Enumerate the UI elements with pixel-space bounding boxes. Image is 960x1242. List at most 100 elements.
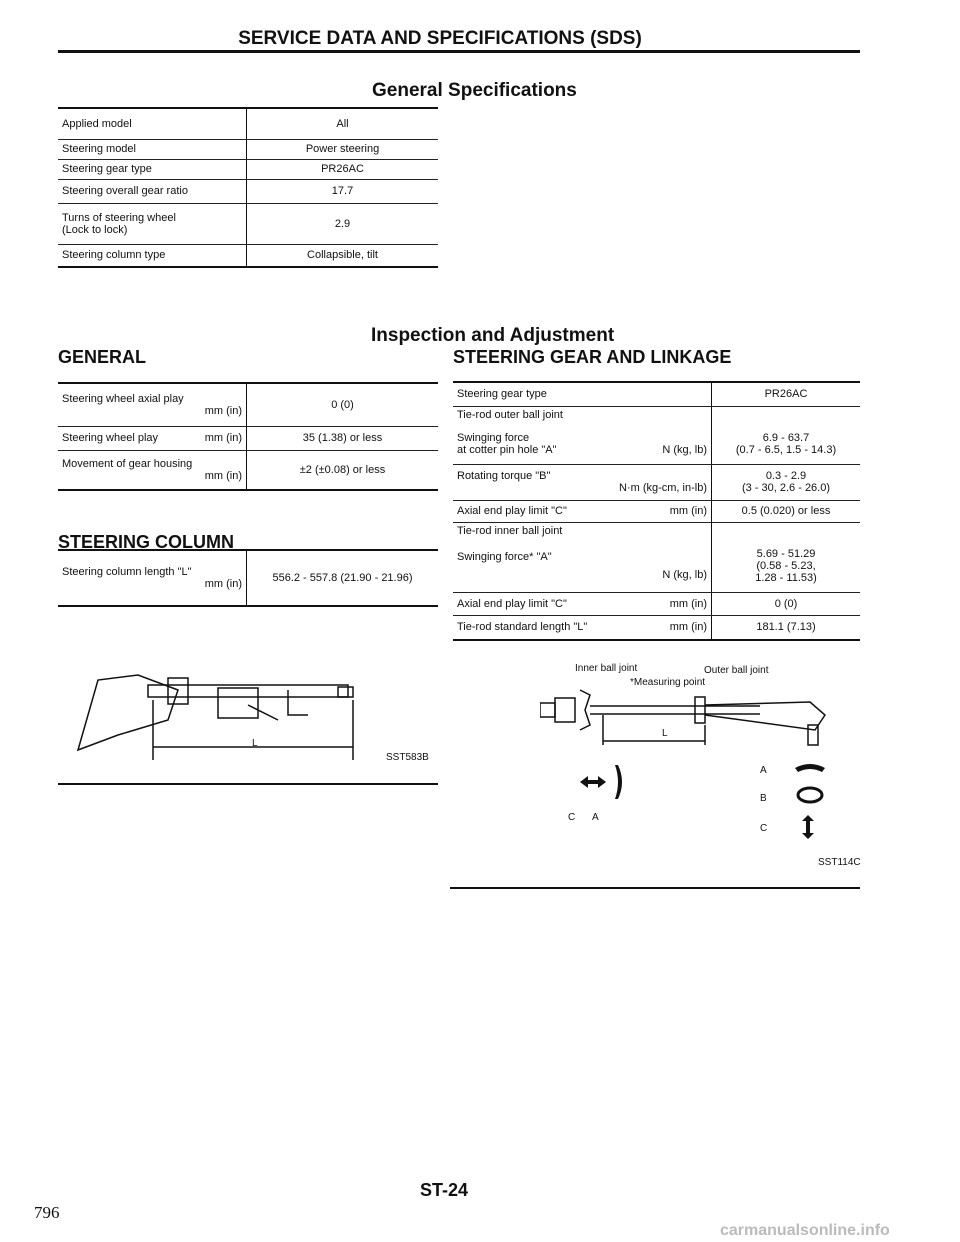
general-table: Steering wheel axial play mm (in) 0 (0) St… (58, 382, 438, 491)
general-specs-table: Applied model All Steering model Power ste… (58, 107, 438, 268)
column-rule (58, 783, 438, 785)
cell-label: Rotating torque "B" (457, 470, 551, 482)
cell-value: 0.5 (0.020) or less (711, 500, 860, 523)
fig-code: SST114C (818, 857, 861, 868)
watermark: carmanualsonline.info (720, 1222, 890, 1239)
table-row: Steering model Power steering (58, 139, 438, 160)
cell-value: 556.2 - 557.8 (21.90 - 21.96) (246, 549, 438, 607)
cell-label: Steering gear type (453, 381, 712, 407)
cell-value: (3 - 30, 2.6 - 26.0) (741, 482, 831, 494)
column-fig-l-label: L (252, 738, 258, 749)
column-title: STEERING COLUMN (58, 532, 235, 552)
steering-column-illustration (76, 674, 354, 760)
cell-label: Steering column type (58, 244, 247, 268)
fig-outer-ball-joint-label: Outer ball joint (704, 665, 769, 676)
cell-label: Axial end play limit "C" (457, 505, 567, 517)
cell-label: Tie-rod standard length "L" (457, 621, 588, 634)
fig-a-label: A (592, 812, 599, 823)
fig-c-label: C (568, 812, 576, 823)
header-rule (58, 50, 860, 53)
table-row: Swinging force* "A" N (kg, lb) 5.69 - 51.2… (453, 540, 860, 593)
cell-unit: mm (in) (204, 469, 242, 482)
cell-label: Swinging force (457, 431, 530, 444)
cell-value: Power steering (246, 139, 438, 160)
table-row: Steering wheel play mm (in) 35 (1.38) or l… (58, 426, 438, 451)
cell-unit: mm (in) (204, 432, 242, 444)
table-row: Tie-rod inner ball joint (453, 522, 860, 540)
fig-l-label: L (662, 728, 668, 739)
cell-value: 0 (0) (711, 592, 860, 616)
general-title: GENERAL (58, 347, 147, 367)
cell-label: Applied model (58, 107, 247, 140)
general-specs-title: General Specifications (372, 80, 577, 101)
cell-label: Steering model (58, 139, 247, 160)
column-fig-code: SST583B (386, 752, 429, 763)
cell-unit: mm (in) (204, 578, 242, 590)
cell-label: Swinging force* "A" (457, 550, 552, 563)
fig-right-a-label: A (760, 765, 767, 776)
cell-label: at cotter pin hole "A" (457, 443, 557, 456)
cell-value: All (246, 107, 438, 140)
cell-value: 6.9 - 63.7 (762, 431, 810, 444)
table-row: Steering column type Collapsible, tilt (58, 244, 438, 268)
cell-label: Steering column length "L" (62, 566, 192, 578)
cell-value: PR26AC (246, 159, 438, 180)
cell-unit: N (kg, lb) (662, 443, 707, 456)
linkage-rule (450, 887, 860, 889)
table-row: Movement of gear housing mm (in) ±2 (±0.08… (58, 450, 438, 491)
cell-value: 2.9 (246, 203, 438, 245)
linkage-table: Steering gear type PR26AC Tie-rod outer b… (453, 381, 860, 641)
table-row: Tie-rod outer ball joint (453, 406, 860, 424)
cell-value: 0 (0) (246, 382, 438, 427)
cell-unit: mm (in) (204, 404, 242, 417)
cell-unit: mm (in) (669, 621, 707, 634)
column-table: Steering column length "L" mm (in) 556.2 -… (58, 549, 438, 607)
cell-label: (Lock to lock) (62, 223, 128, 236)
cell-value: 1.28 - 11.53) (755, 571, 817, 584)
cell-value: 35 (1.38) or less (246, 426, 438, 451)
inspection-title: Inspection and Adjustment (371, 325, 615, 346)
cell-value: 5.69 - 51.29 (756, 547, 816, 560)
table-row: Turns of steering wheel (Lock to lock) 2.9 (58, 203, 438, 245)
fig-right-b-label: B (760, 793, 767, 804)
linkage-title: STEERING GEAR AND LINKAGE (453, 347, 732, 367)
table-row: Steering wheel axial play mm (in) 0 (0) (58, 382, 438, 427)
page-number: 796 (34, 1203, 60, 1222)
cell-value: 0.3 - 2.9 (765, 470, 807, 482)
table-row: Axial end play limit "C" mm (in) 0 (0) (453, 592, 860, 616)
cell-label: Movement of gear housing (62, 457, 193, 470)
cell-label: Steering overall gear ratio (58, 179, 247, 204)
table-row: Steering gear type PR26AC (58, 159, 438, 180)
cell-unit: mm (in) (669, 505, 707, 517)
cell-unit: N·m (kg-cm, in-lb) (619, 482, 707, 494)
table-row: Applied model All (58, 107, 438, 140)
cell-value: ±2 (±0.08) or less (246, 450, 438, 491)
cell-value: (0.58 - 5.23, (756, 559, 816, 572)
cell-label: Tie-rod outer ball joint (453, 406, 712, 424)
table-row: Steering column length "L" mm (in) 556.2 -… (58, 549, 438, 607)
cell-label: Axial end play limit "C" (457, 597, 567, 610)
cell-value: PR26AC (711, 381, 860, 407)
fig-right-c-label: C (760, 823, 768, 834)
cell-value: 181.1 (7.13) (711, 615, 860, 641)
table-row: Tie-rod standard length "L" mm (in) 181.1 … (453, 615, 860, 641)
table-row: Rotating torque "B" N·m (kg-cm, in-lb) 0.3… (453, 464, 860, 501)
fig-inner-ball-joint-label: Inner ball joint (575, 663, 638, 674)
page-header: SERVICE DATA AND SPECIFICATIONS (SDS) (238, 28, 642, 49)
cell-label: Steering gear type (58, 159, 247, 180)
table-row: Steering gear type PR26AC (453, 381, 860, 407)
table-row: Swinging force at cotter pin hole "A" N (k… (453, 424, 860, 465)
cell-label: Steering wheel play (62, 432, 159, 444)
cell-unit: N (kg, lb) (662, 568, 707, 581)
page-code: ST-24 (420, 1180, 469, 1200)
cell-unit: mm (in) (669, 597, 707, 610)
cell-label: Turns of steering wheel (62, 211, 176, 224)
cell-label: Tie-rod inner ball joint (453, 522, 712, 540)
table-row: Axial end play limit "C" mm (in) 0.5 (0.02… (453, 500, 860, 523)
tie-rod-illustration (540, 689, 826, 839)
cell-value: 17.7 (246, 179, 438, 204)
cell-label: Steering wheel axial play (62, 392, 184, 405)
cell-value: Collapsible, tilt (246, 244, 438, 268)
fig-measuring-point-label: *Measuring point (630, 677, 706, 688)
